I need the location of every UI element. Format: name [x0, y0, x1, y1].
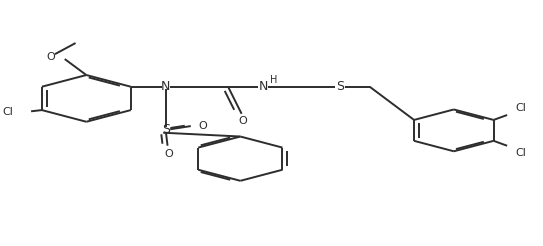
Text: O: O [47, 52, 55, 62]
Text: O: O [238, 116, 247, 126]
Text: Cl: Cl [2, 107, 13, 117]
Text: N: N [161, 80, 171, 93]
Text: N: N [258, 80, 268, 93]
Text: S: S [336, 80, 344, 93]
Text: Cl: Cl [515, 103, 526, 113]
Text: O: O [198, 121, 207, 131]
Text: O: O [164, 149, 173, 159]
Text: H: H [270, 75, 277, 85]
Text: Cl: Cl [515, 148, 526, 158]
Text: S: S [162, 123, 170, 136]
